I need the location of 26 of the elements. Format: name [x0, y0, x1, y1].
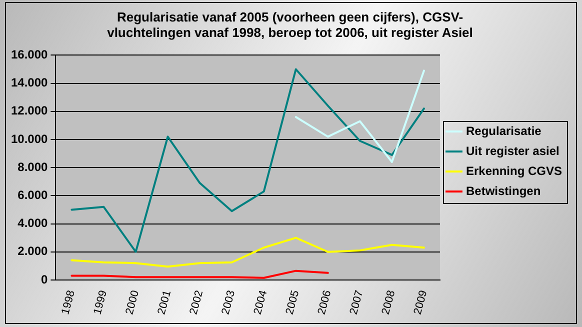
x-tick-label: 1999 — [92, 289, 110, 316]
x-tick-label: 2005 — [284, 289, 302, 316]
y-tick-label: 10.000 — [11, 132, 48, 146]
legend-label: Erkenning CGVS — [466, 164, 562, 178]
y-tick-label: 2.000 — [18, 244, 48, 258]
x-tick-label: 2004 — [252, 289, 270, 316]
chart-title: Regularisatie vanaf 2005 (voorheen geen cijfers), CGSV-vluchtelingen vanaf 1998, beroep tot 2006, uit register Asiel — [107, 9, 473, 40]
x-tick-label: 2003 — [220, 289, 238, 316]
x-tick-label: 2006 — [316, 289, 334, 316]
legend-label: Regularisatie — [466, 124, 542, 138]
y-tick-label: 4.000 — [18, 216, 48, 230]
x-tick-label: 2008 — [380, 289, 398, 316]
y-tick-label: 14.000 — [11, 76, 48, 90]
x-tick-label: 2007 — [348, 289, 366, 316]
x-tick-label: 1998 — [60, 289, 78, 316]
x-tick-label: 2001 — [156, 289, 174, 316]
y-tick-label: 8.000 — [18, 160, 48, 174]
y-tick-label: 6.000 — [18, 188, 48, 202]
legend-label: Betwistingen — [466, 184, 541, 198]
x-tick-label: 2002 — [188, 289, 206, 316]
x-tick-label: 2000 — [124, 289, 142, 316]
legend-label: Uit register asiel — [466, 144, 560, 158]
x-tick-label: 2009 — [412, 289, 430, 316]
y-tick-label: 0 — [41, 272, 48, 286]
y-tick-label: 12.000 — [11, 104, 48, 118]
y-tick-label: 16.000 — [11, 48, 48, 62]
